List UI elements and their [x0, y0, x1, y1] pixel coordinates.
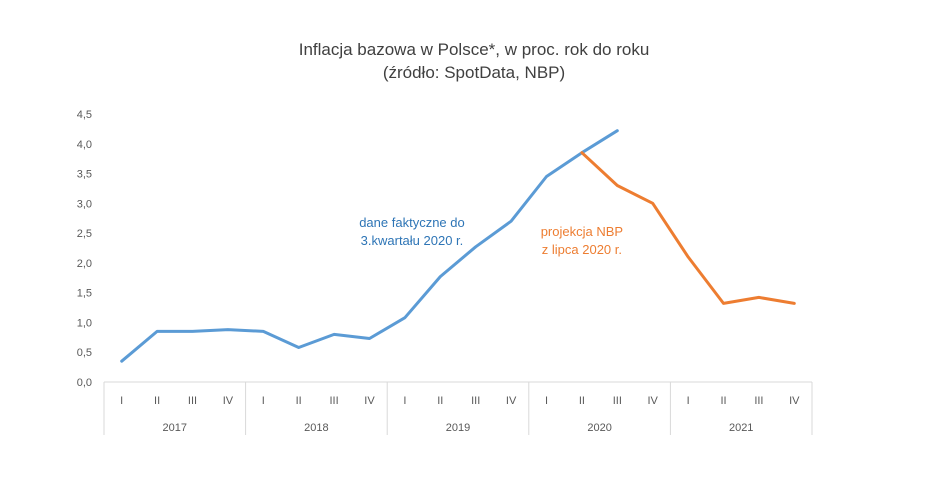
y-tick-label: 4,0	[77, 139, 92, 151]
x-year-label: 2018	[304, 422, 328, 434]
y-tick-label: 1,5	[77, 288, 92, 300]
x-tick-label: IV	[223, 395, 234, 407]
x-year-label: 2019	[446, 422, 470, 434]
annotation-line: projekcja NBP	[541, 224, 623, 239]
x-tick-label: I	[262, 395, 265, 407]
x-tick-label: II	[579, 395, 585, 407]
x-tick-label: III	[330, 395, 339, 407]
x-tick-label: IV	[647, 395, 658, 407]
x-tick-label: III	[471, 395, 480, 407]
chart-subtitle: (źródło: SpotData, NBP)	[382, 63, 566, 82]
x-tick-label: III	[754, 395, 763, 407]
y-tick-label: 2,0	[77, 258, 92, 270]
y-tick-label: 0,0	[77, 377, 92, 389]
y-tick-label: 3,5	[77, 169, 92, 181]
y-tick-label: 3,0	[77, 198, 92, 210]
series-lines	[120, 129, 796, 363]
x-tick-label: II	[437, 395, 443, 407]
x-tick-label: IV	[789, 395, 800, 407]
x-tick-label: I	[403, 395, 406, 407]
x-tick-label: IV	[364, 395, 375, 407]
x-tick-label: IV	[506, 395, 517, 407]
x-year-label: 2021	[729, 422, 753, 434]
chart-title: Inflacja bazowa w Polsce*, w proc. rok d…	[0, 38, 948, 84]
x-year-label: 2017	[163, 422, 187, 434]
y-tick-label: 4,5	[77, 109, 92, 121]
chart-title-line1: Inflacja bazowa w Polsce*, w proc. rok d…	[298, 40, 650, 59]
annotation-line: z lipca 2020 r.	[542, 242, 622, 257]
y-tick-label: 1,0	[77, 317, 92, 329]
y-tick-label: 0,5	[77, 347, 92, 359]
x-tick-label: I	[120, 395, 123, 407]
x-tick-label: III	[188, 395, 197, 407]
axes: 0,0 0,5 1,0 1,5 2,0 2,5 3,0 3,5 4,0 4,5 2017 2018 20…	[77, 109, 813, 435]
annotation-line: dane faktyczne do	[359, 215, 465, 230]
series-line-1	[120, 129, 619, 363]
y-tick-label: 2,5	[77, 228, 92, 240]
x-tick-label: I	[687, 395, 690, 407]
x-tick-label: II	[720, 395, 726, 407]
annotations: dane faktyczne do 3.kwartału 2020 r. proje…	[359, 215, 623, 257]
x-tick-label: II	[154, 395, 160, 407]
x-tick-label: I	[545, 395, 548, 407]
x-tick-label: III	[613, 395, 622, 407]
annotation-line: 3.kwartału 2020 r.	[361, 233, 464, 248]
series-line-2	[580, 151, 796, 305]
x-year-label: 2020	[587, 422, 611, 434]
x-tick-label: II	[296, 395, 302, 407]
